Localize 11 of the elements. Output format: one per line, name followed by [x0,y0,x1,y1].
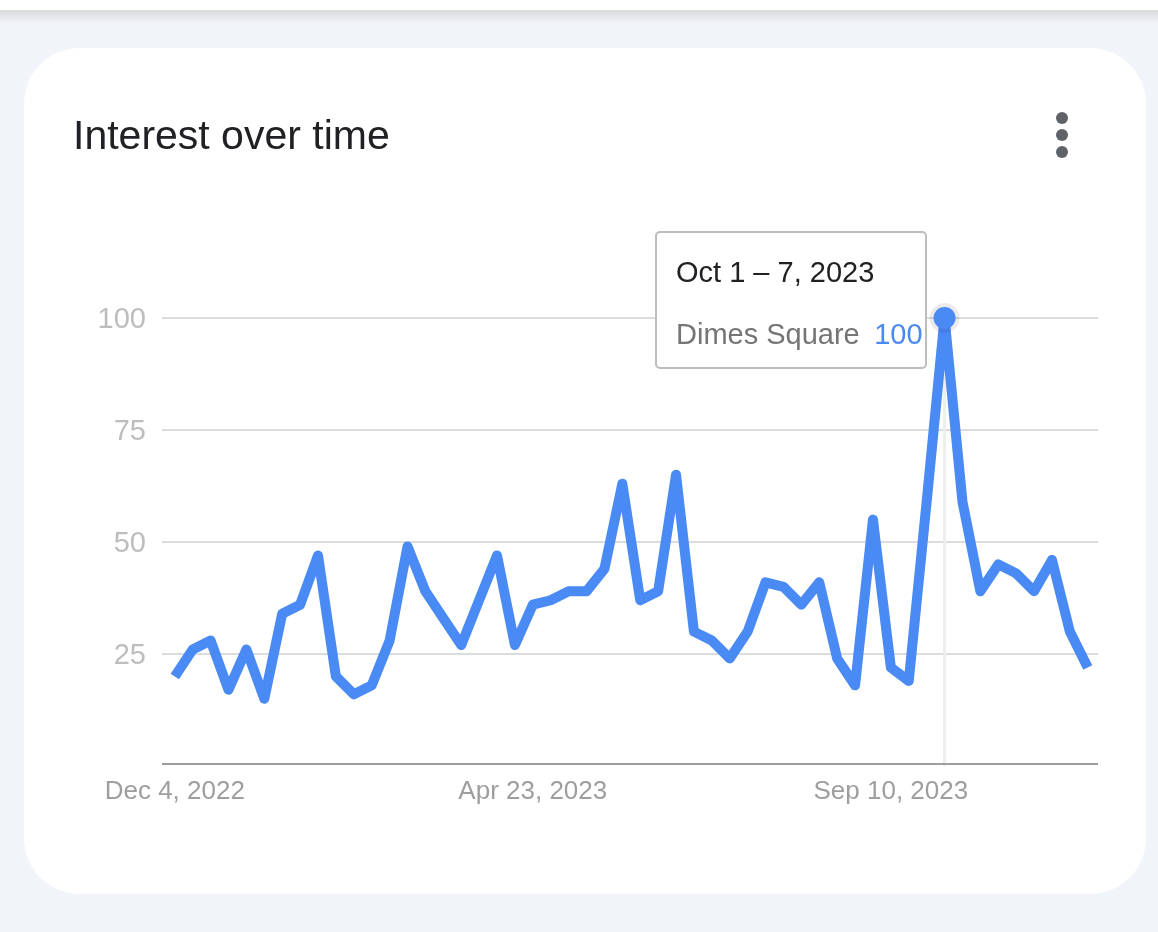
y-tick-label: 50 [113,526,146,559]
y-tick-label: 25 [113,638,146,671]
y-tick-label: 100 [97,302,146,335]
x-tick-label: Apr 23, 2023 [458,775,608,805]
text: Dimes Square [676,318,860,350]
y-tick-label: 75 [113,414,146,447]
x-tick-label: Sep 10, 2023 [813,775,969,805]
x-tick-label: Dec 4, 2022 [104,775,245,805]
annotation: Oct 1 – 7, 2023 [676,256,875,288]
data-label: 100 [874,318,923,350]
chart-title: Interest over time [73,112,390,158]
